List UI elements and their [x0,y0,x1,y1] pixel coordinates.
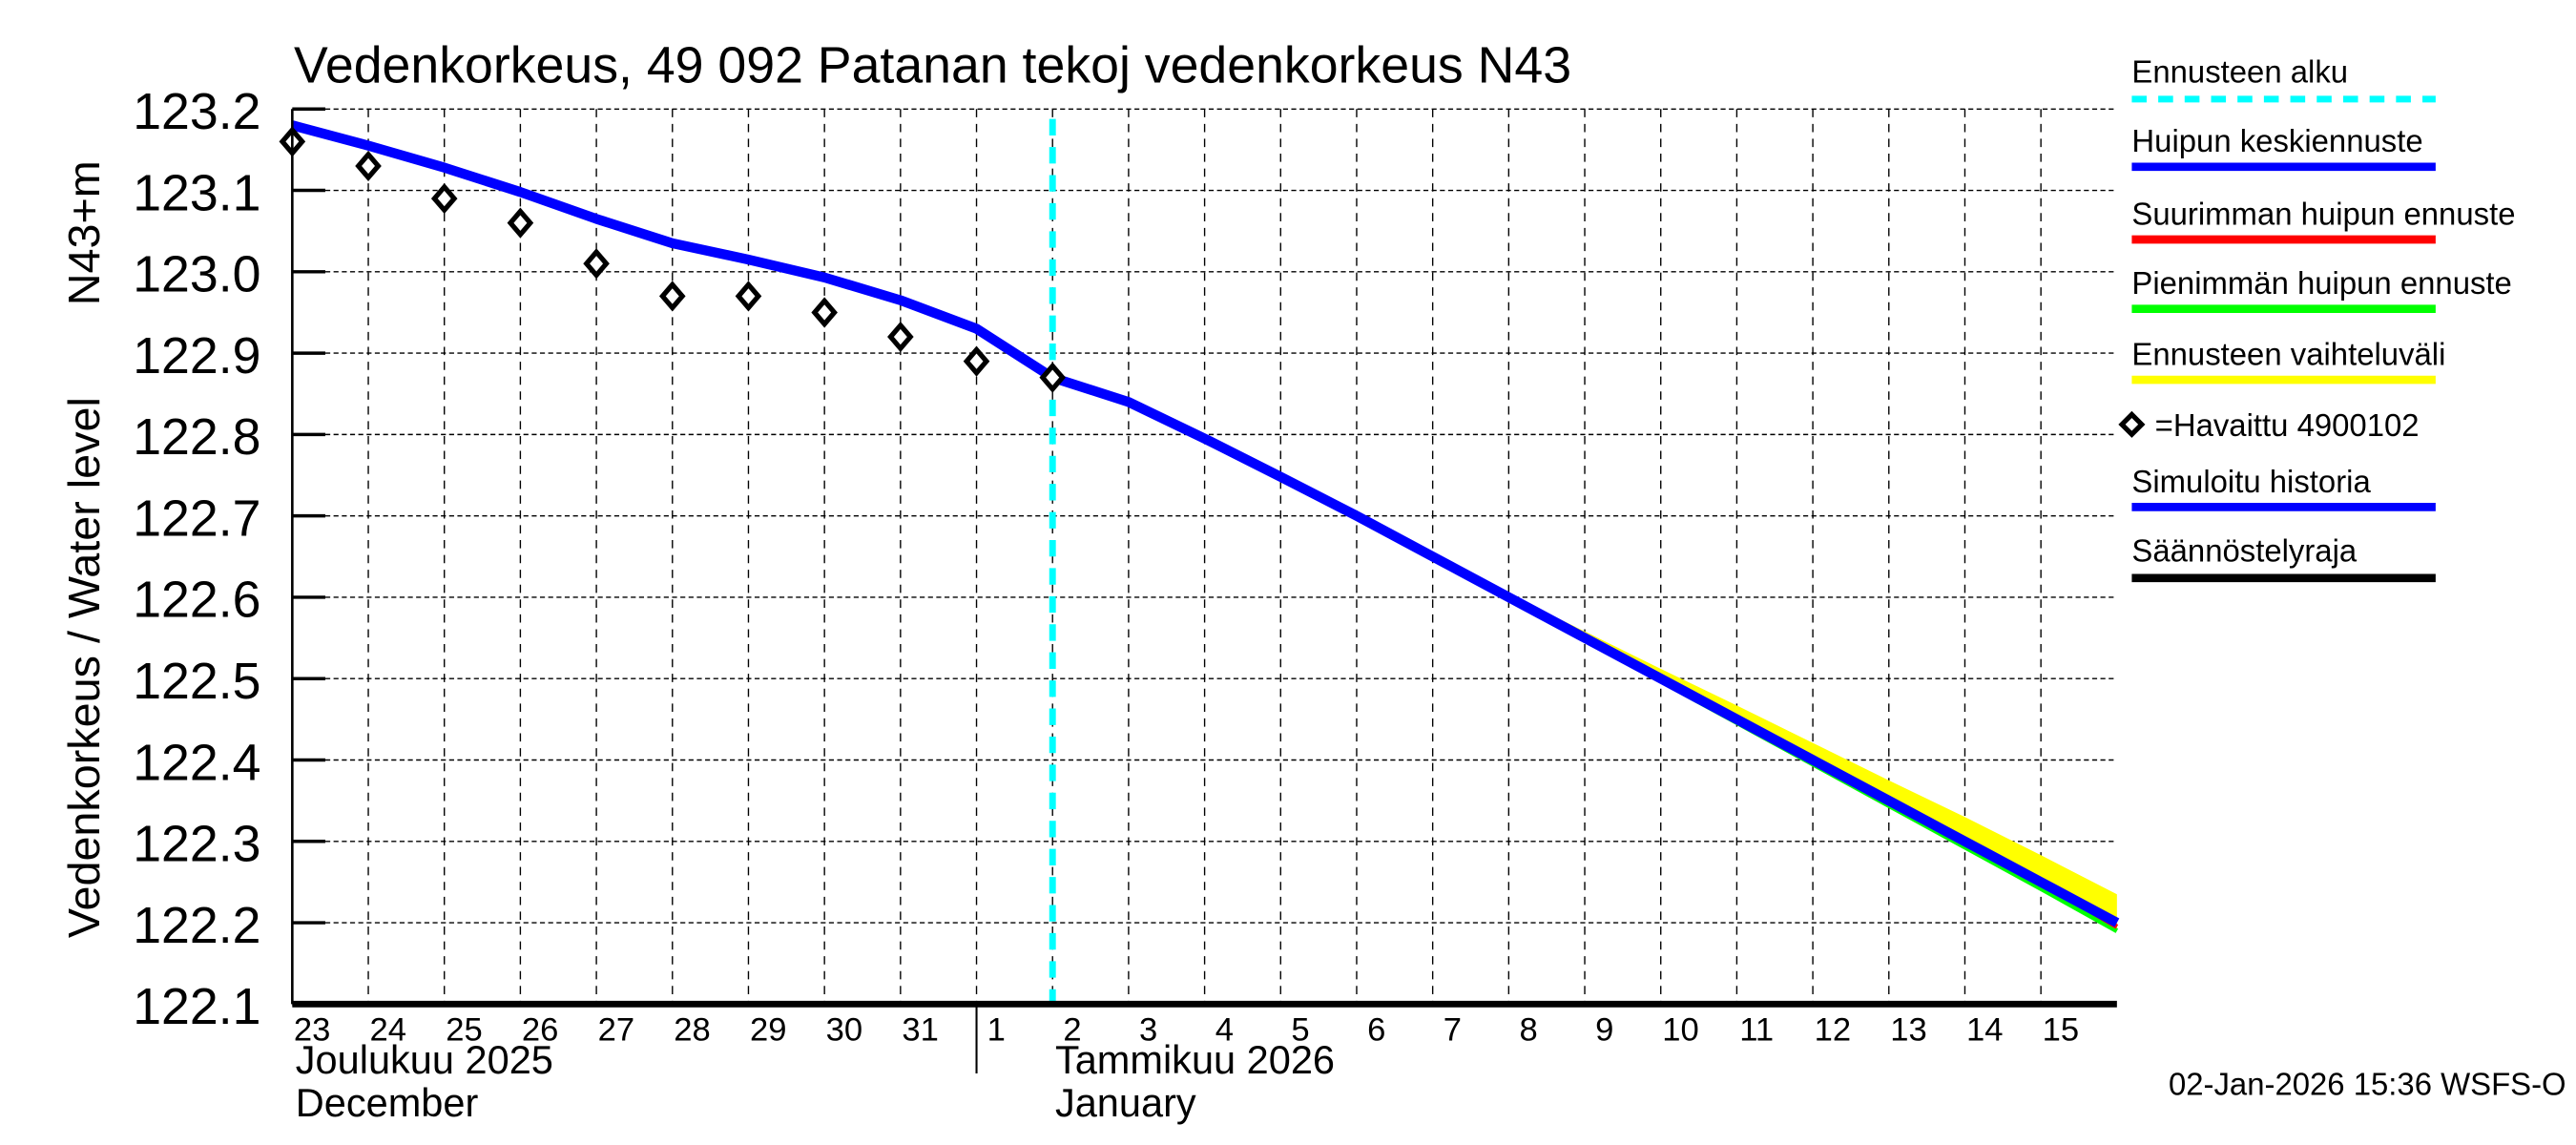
y-tick-label: 123.2 [133,83,260,140]
observed-point [430,182,458,215]
y-tick-label: 122.4 [133,734,260,791]
x-tick-label: 12 [1815,1011,1852,1048]
month-label-en-dec: December [296,1080,479,1125]
x-ticks: 23 24 25 26 27 28 29 30 31 1 2 3 4 5 6 7 8 9 10 11 12 13 14 15 [294,1011,2079,1048]
y-tick-label: 122.2 [133,897,260,954]
y-ticks: 123.2 123.1 123.0 122.9 122.8 122.7 122.6 122.5… [133,83,260,1035]
x-tick-label: 1 [987,1011,1006,1048]
simulated-history-line [291,120,1056,383]
legend-label: Simuloitu historia [2131,464,2371,499]
x-tick-label: 11 [1739,1011,1774,1048]
x-tick-label: 4 [1215,1011,1234,1048]
x-tick-label: 9 [1595,1011,1613,1048]
x-tick-label: 13 [1890,1011,1926,1048]
x-tick-label: 23 [294,1011,331,1048]
observed-point [355,150,382,182]
legend-label: Ennusteen vaihteluväli [2131,337,2445,372]
x-tick-label: 3 [1139,1011,1157,1048]
x-tick-label: 24 [370,1011,407,1048]
x-tick-label: 31 [902,1011,939,1048]
x-tick-label: 7 [1444,1011,1462,1048]
min-forecast-line [1051,375,2119,933]
forecast-range-band [1052,377,2117,931]
y-tick-label: 122.1 [133,978,260,1035]
x-tick-label: 6 [1367,1011,1385,1048]
x-tick-label: 10 [1662,1011,1699,1048]
x-tick-label: 25 [446,1011,483,1048]
series [279,118,2120,1005]
observed-point [963,345,990,377]
month-label-en-jan: January [1055,1080,1196,1125]
x-tick-label: 2 [1063,1011,1081,1048]
y-axis-label: Vedenkorkeus / Water level [59,397,109,938]
y-tick-label: 123.1 [133,164,260,221]
x-tick-label: 28 [674,1011,711,1048]
x-tick-label: 15 [2043,1011,2080,1048]
legend-label: Huipun keskiennuste [2131,123,2422,158]
legend-label: Ennusteen alku [2131,54,2348,90]
y-tick-label: 122.8 [133,408,260,466]
y-tick-label: 122.9 [133,327,260,385]
y-tick-label: 122.5 [133,653,260,710]
observed-point [811,297,838,328]
month-label-fi-jan: Tammikuu 2026 [1055,1037,1335,1082]
legend: Ennusteen alku Huipun keskiennuste Suurimm… [2118,54,2515,583]
observed-point [583,248,610,280]
y-tick-label: 122.3 [133,816,260,873]
observed-point [735,281,762,312]
observed-point [507,207,534,239]
x-tick-label: 27 [598,1011,635,1048]
legend-label: =Havaittu 4900102 [2155,407,2420,443]
legend-label: Suurimman huipun ennuste [2131,196,2515,231]
y-tick-label: 122.6 [133,572,260,629]
mean-forecast-line [1050,372,2120,927]
x-tick-label: 8 [1519,1011,1537,1048]
timestamp: 02-Jan-2026 15:36 WSFS-O [2169,1067,2566,1102]
legend-label: Säännöstelyraja [2131,532,2357,568]
x-tick-label: 5 [1291,1011,1309,1048]
observed-point [887,321,914,353]
month-label-fi-dec: Joulukuu 2025 [296,1037,553,1082]
x-tick-label: 30 [826,1011,863,1048]
observed-point [658,281,686,312]
y-axis-unit-label: N43+m [59,160,109,305]
y-tick-label: 122.7 [133,489,260,547]
x-tick-label: 14 [1966,1011,2003,1048]
axes [291,107,2117,1074]
legend-label: Pienimmän huipun ennuste [2131,265,2511,301]
y-tick-label: 123.0 [133,246,260,303]
x-tick-label: 26 [522,1011,559,1048]
chart-title: Vedenkorkeus, 49 092 Patanan tekoj veden… [294,37,1571,94]
observed-point [1039,362,1067,393]
grid [292,108,2117,1005]
x-tick-label: 29 [750,1011,787,1048]
legend-diamond-icon [2118,410,2146,438]
